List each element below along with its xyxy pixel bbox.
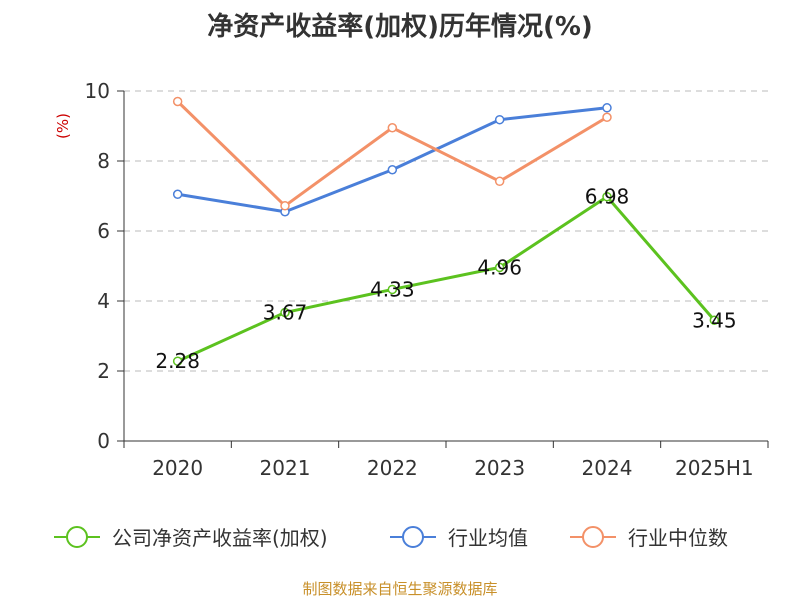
y-axis-unit-label: (%) [54,113,72,139]
axes: 0 2 4 6 8 10 (%) 2020 2021 2022 2023 2024 2025H1 [54,79,769,480]
y-tick-label-6: 6 [97,219,110,243]
data-labels: 2.28 3.67 4.33 4.96 6.98 3.45 [155,185,736,374]
legend-item-2[interactable]: 行业中位数 [570,526,728,550]
legend-swatch-marker-2 [582,526,604,548]
series-line-0 [177,195,716,363]
source-note: 制图数据来自恒生聚源数据库 [302,580,498,598]
legend-label-0: 公司净资产收益率(加权) [112,526,328,550]
x-tick-label-2021: 2021 [260,456,311,480]
series-2-point-2024[interactable] [602,112,612,122]
x-tick-label-2024: 2024 [582,456,633,480]
series-0-point-2021[interactable] [280,307,290,318]
data-label-2025H1: 3.45 [692,308,737,332]
y-tick-label-2: 2 [97,359,110,383]
series-0-point-2025H1[interactable] [709,315,720,325]
series-2-point-2022[interactable] [387,123,398,133]
y-tick-label-10: 10 [85,79,110,103]
series-0-point-2020[interactable] [172,356,183,366]
data-label-2021: 3.67 [263,301,308,325]
series-2-point-2021[interactable] [280,201,290,211]
legend-label-1: 行业均值 [448,526,528,550]
legend-label-2: 行业中位数 [628,526,728,550]
legend-item-0[interactable]: 公司净资产收益率(加权) [54,526,328,550]
legend-item-1[interactable]: 行业均值 [390,526,528,550]
series-2-point-2023[interactable] [494,176,505,187]
legend-swatch-marker-1 [402,526,424,548]
series-2-point-2020[interactable] [172,96,183,107]
grid-lines [124,90,768,372]
series-1-point-2024[interactable] [602,103,612,113]
series-1-point-2022[interactable] [387,165,398,175]
series-1-point-2023[interactable] [494,114,505,125]
legend-swatch-marker-0 [66,526,88,548]
data-label-2022: 4.33 [370,277,415,301]
x-tick-label-2022: 2022 [367,456,418,480]
series-lines [172,96,720,366]
data-label-2020: 2.28 [155,349,200,373]
x-tick-label-2020: 2020 [152,456,203,480]
y-tick-label-0: 0 [97,429,110,453]
series-0-point-2024[interactable] [602,191,612,202]
legend: 公司净资产收益率(加权) 行业均值 行业中位数 [54,526,728,550]
series-0-point-2022[interactable] [387,284,398,295]
data-label-2024: 6.98 [585,185,630,209]
series-0-point-2023[interactable] [494,262,505,273]
y-tick-label-8: 8 [97,149,110,173]
series-line-2 [176,100,608,208]
x-tick-label-2025H1: 2025H1 [675,456,754,480]
series-1-point-2020[interactable] [172,189,183,199]
chart-title: 净资产收益率(加权)历年情况(%) [207,12,593,42]
data-label-2023: 4.96 [477,255,522,279]
y-tick-label-4: 4 [97,289,110,313]
x-tick-label-2023: 2023 [474,456,525,480]
